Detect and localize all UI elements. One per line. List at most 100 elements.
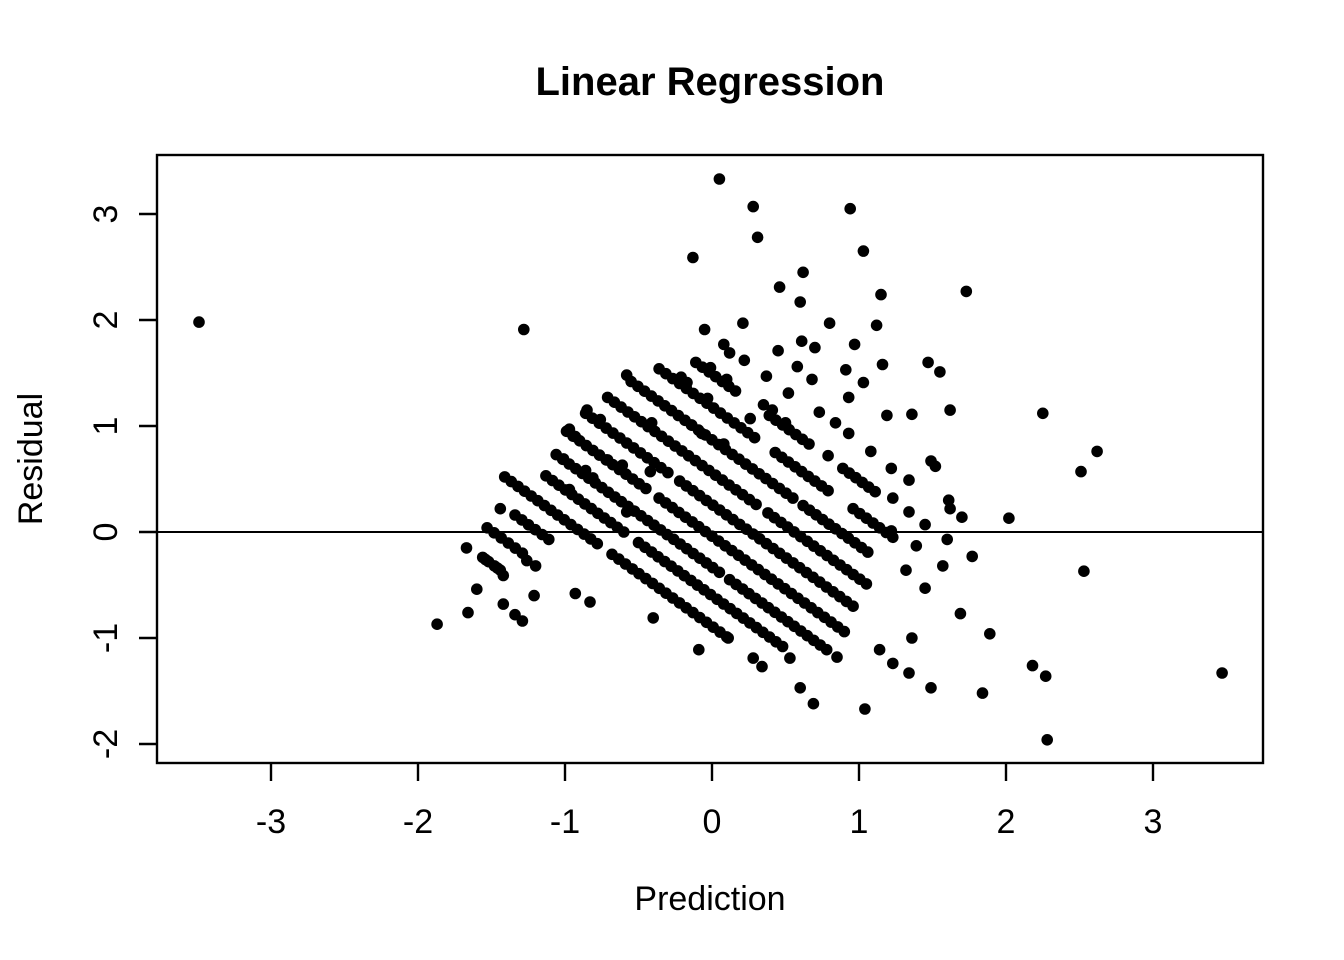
data-point xyxy=(462,606,474,619)
data-point xyxy=(829,417,842,429)
data-point xyxy=(529,560,542,572)
data-point xyxy=(887,657,899,670)
data-point xyxy=(844,202,856,215)
data-point xyxy=(903,506,915,518)
data-point xyxy=(773,281,786,293)
data-point xyxy=(460,542,473,554)
data-point xyxy=(823,317,836,330)
data-point xyxy=(900,564,912,576)
chart-title: Linear Regression xyxy=(535,60,884,104)
data-point xyxy=(903,667,915,679)
data-point xyxy=(748,431,761,444)
x-tick-label: 2 xyxy=(997,803,1016,841)
data-point xyxy=(713,173,726,185)
plot-border xyxy=(155,153,1265,765)
data-point xyxy=(757,399,770,411)
x-axis-title: Prediction xyxy=(634,880,785,918)
data-point xyxy=(838,625,851,638)
data-point xyxy=(1026,659,1039,672)
x-axis-ticks: -3 -2 -1 0 1 2 3 xyxy=(256,763,1162,841)
data-point xyxy=(782,387,795,399)
data-point xyxy=(744,412,756,425)
data-point xyxy=(842,391,855,404)
x-tick-label: -3 xyxy=(256,803,286,841)
data-point xyxy=(941,533,953,546)
data-point xyxy=(471,583,483,595)
data-point xyxy=(956,511,968,523)
data-point xyxy=(966,550,978,563)
data-point xyxy=(862,546,874,558)
data-point xyxy=(738,354,751,367)
data-point xyxy=(563,483,576,496)
data-point xyxy=(797,266,809,279)
data-point xyxy=(647,612,659,624)
data-point xyxy=(737,317,749,330)
data-point xyxy=(497,569,510,582)
data-point xyxy=(601,454,614,466)
data-point xyxy=(919,518,931,531)
y-tick-label: 3 xyxy=(87,205,125,224)
data-point xyxy=(870,319,883,332)
x-tick-label: -1 xyxy=(550,803,580,841)
data-point xyxy=(718,438,730,450)
data-point xyxy=(822,484,834,497)
data-point xyxy=(875,288,887,301)
data-point xyxy=(1216,667,1228,679)
data-point xyxy=(645,417,658,429)
data-point xyxy=(687,251,699,264)
data-point xyxy=(859,703,871,715)
y-tick-label: -2 xyxy=(87,729,125,759)
data-point xyxy=(644,465,657,478)
data-point xyxy=(809,341,821,354)
data-point xyxy=(840,364,852,376)
data-point xyxy=(718,338,730,351)
data-point xyxy=(521,554,533,567)
data-point xyxy=(693,643,705,656)
data-point xyxy=(787,492,799,504)
data-point xyxy=(616,459,629,472)
data-point xyxy=(1037,407,1049,420)
data-point xyxy=(620,369,633,381)
data-point xyxy=(695,427,708,440)
data-point xyxy=(860,578,873,590)
data-point xyxy=(591,537,604,550)
data-point xyxy=(701,392,714,405)
data-point xyxy=(929,460,942,473)
data-point xyxy=(584,596,596,608)
data-point xyxy=(976,687,989,699)
data-point xyxy=(431,618,443,630)
data-point xyxy=(813,406,826,419)
data-point xyxy=(620,506,633,518)
data-point xyxy=(543,533,555,546)
data-point xyxy=(831,651,843,663)
data-point xyxy=(807,697,820,710)
data-point xyxy=(869,485,881,498)
data-point xyxy=(518,323,530,336)
data-point xyxy=(779,417,792,429)
data-point xyxy=(729,385,742,397)
y-axis-ticks: -2 -1 0 1 2 3 xyxy=(87,205,157,759)
data-point xyxy=(848,338,861,351)
scatter-points xyxy=(193,173,1228,746)
data-point xyxy=(960,285,973,298)
data-point xyxy=(640,482,652,495)
data-point xyxy=(751,231,764,244)
data-point xyxy=(906,632,918,644)
data-point xyxy=(803,438,815,450)
x-tick-label: -2 xyxy=(403,803,433,841)
data-point xyxy=(747,652,759,664)
data-point xyxy=(1003,512,1015,524)
data-point xyxy=(847,600,859,612)
data-point xyxy=(885,462,898,475)
data-point xyxy=(681,376,693,389)
data-point xyxy=(497,598,510,610)
data-point xyxy=(820,643,833,656)
data-point xyxy=(984,628,996,640)
x-tick-label: 1 xyxy=(850,803,869,841)
data-point xyxy=(193,316,205,328)
data-point xyxy=(822,449,834,462)
data-point xyxy=(937,560,949,572)
data-point xyxy=(594,413,607,426)
data-point xyxy=(722,632,734,644)
